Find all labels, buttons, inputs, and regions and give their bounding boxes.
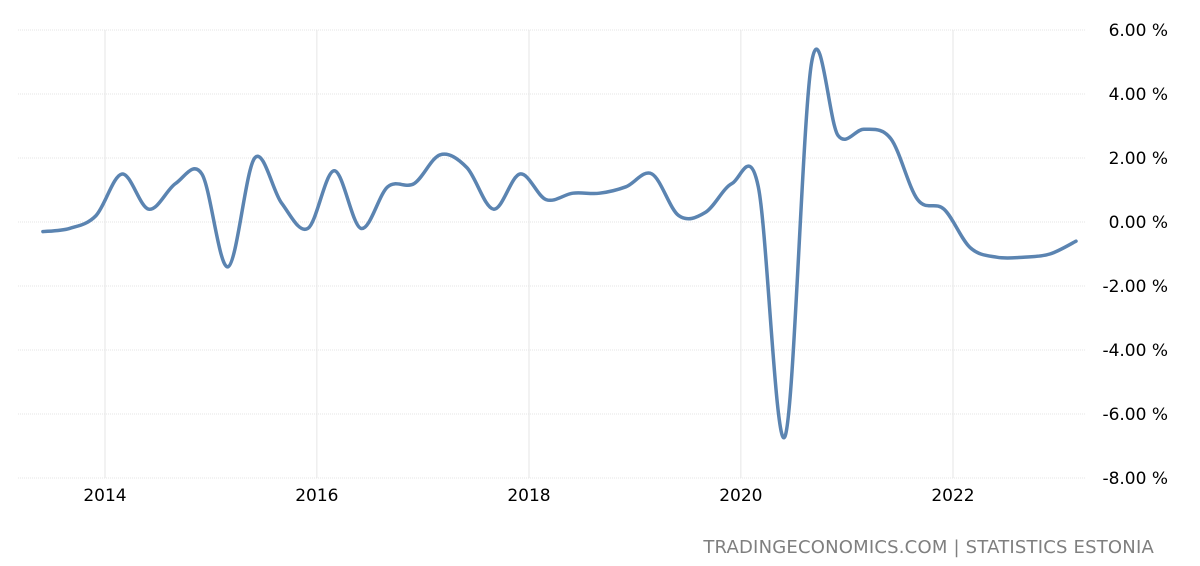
data-point — [438, 153, 442, 157]
data-point — [147, 207, 151, 211]
data-point — [120, 172, 124, 176]
data-point — [942, 207, 946, 211]
data-point — [836, 134, 840, 138]
x-tick-label: 2014 — [83, 486, 126, 506]
data-point — [1048, 252, 1052, 256]
data-point — [68, 226, 72, 230]
x-tick-label: 2022 — [931, 486, 974, 506]
y-tick-label: -8.00 % — [1102, 469, 1168, 489]
data-point — [412, 182, 416, 186]
y-tick-label: 6.00 % — [1109, 21, 1168, 41]
x-axis-tick-labels: 2014 2016 2018 2020 2022 — [83, 486, 974, 506]
data-point — [359, 226, 363, 230]
x-tick-label: 2018 — [507, 486, 550, 506]
y-tick-label: -4.00 % — [1102, 341, 1168, 361]
data-point — [174, 182, 178, 186]
data-point — [703, 210, 707, 214]
data-point — [518, 172, 522, 176]
source-attribution: TRADINGECONOMICS.COM | STATISTICS ESTONI… — [703, 537, 1154, 558]
data-point — [624, 185, 628, 189]
data-point — [916, 198, 920, 202]
data-point — [571, 191, 575, 195]
data-point — [544, 198, 548, 202]
y-tick-label: 4.00 % — [1109, 85, 1168, 105]
grid-lines — [18, 29, 1085, 479]
data-point — [306, 226, 310, 230]
data-point — [253, 156, 257, 160]
data-point — [386, 185, 390, 189]
y-tick-label: -6.00 % — [1102, 405, 1168, 425]
y-axis-tick-labels: 6.00 % 4.00 % 2.00 % 0.00 % -2.00 % -4.00 % -6… — [1102, 21, 1168, 489]
data-point — [650, 172, 654, 176]
data-point — [968, 246, 972, 250]
data-point — [1022, 255, 1026, 259]
data-point — [465, 166, 469, 170]
data-point — [200, 172, 204, 176]
y-tick-label: 2.00 % — [1109, 149, 1168, 169]
data-point — [783, 434, 787, 438]
data-point — [862, 127, 866, 131]
data-point — [492, 207, 496, 211]
x-tick-label: 2016 — [295, 486, 338, 506]
data-point — [889, 137, 893, 141]
data-point — [598, 191, 602, 195]
data-point — [226, 265, 230, 269]
data-point — [677, 214, 681, 218]
data-point — [730, 182, 734, 186]
series-points — [41, 60, 1078, 438]
series-line — [41, 47, 1078, 440]
y-tick-label: -2.00 % — [1102, 277, 1168, 297]
y-tick-label: 0.00 % — [1109, 213, 1168, 233]
data-point — [1074, 239, 1078, 243]
data-point — [995, 255, 999, 259]
data-point — [810, 60, 814, 64]
data-point — [279, 201, 283, 205]
data-point — [332, 169, 336, 173]
data-point — [756, 185, 760, 189]
data-point — [41, 230, 45, 234]
data-point — [94, 214, 98, 218]
x-tick-label: 2020 — [719, 486, 762, 506]
